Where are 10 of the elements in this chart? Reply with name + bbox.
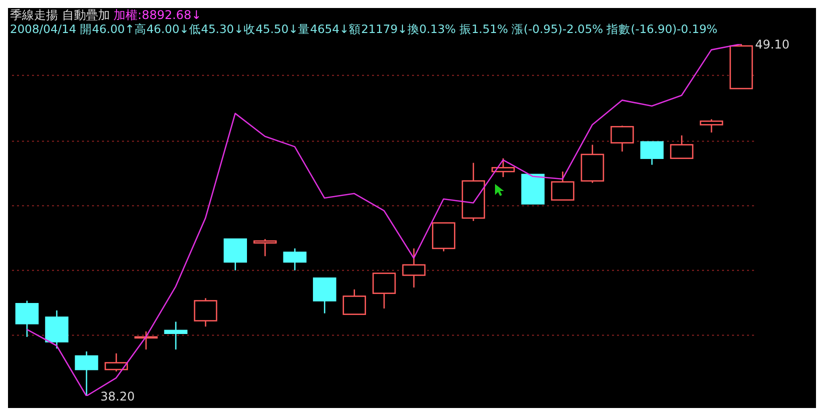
candlestick bbox=[164, 321, 188, 350]
text: 加權:8892.68↓ bbox=[114, 8, 202, 22]
annotation: 49.10 bbox=[755, 37, 790, 52]
candlestick bbox=[492, 158, 515, 178]
chart-title: 季線走揚 自動疊加 bbox=[10, 8, 110, 22]
candlestick bbox=[402, 248, 426, 288]
annotation: 38.20 bbox=[100, 389, 135, 404]
candlestick bbox=[283, 248, 306, 272]
text: 2008/04/14 開46.00↑高46.00↓低45.30↓收45.50↓量4654↓額21179↓換0.13% 振1.51% 漲(-0.95)-2.05% 指數(-16.90)-0.19% bbox=[9, 22, 718, 36]
candlestick bbox=[104, 352, 128, 372]
